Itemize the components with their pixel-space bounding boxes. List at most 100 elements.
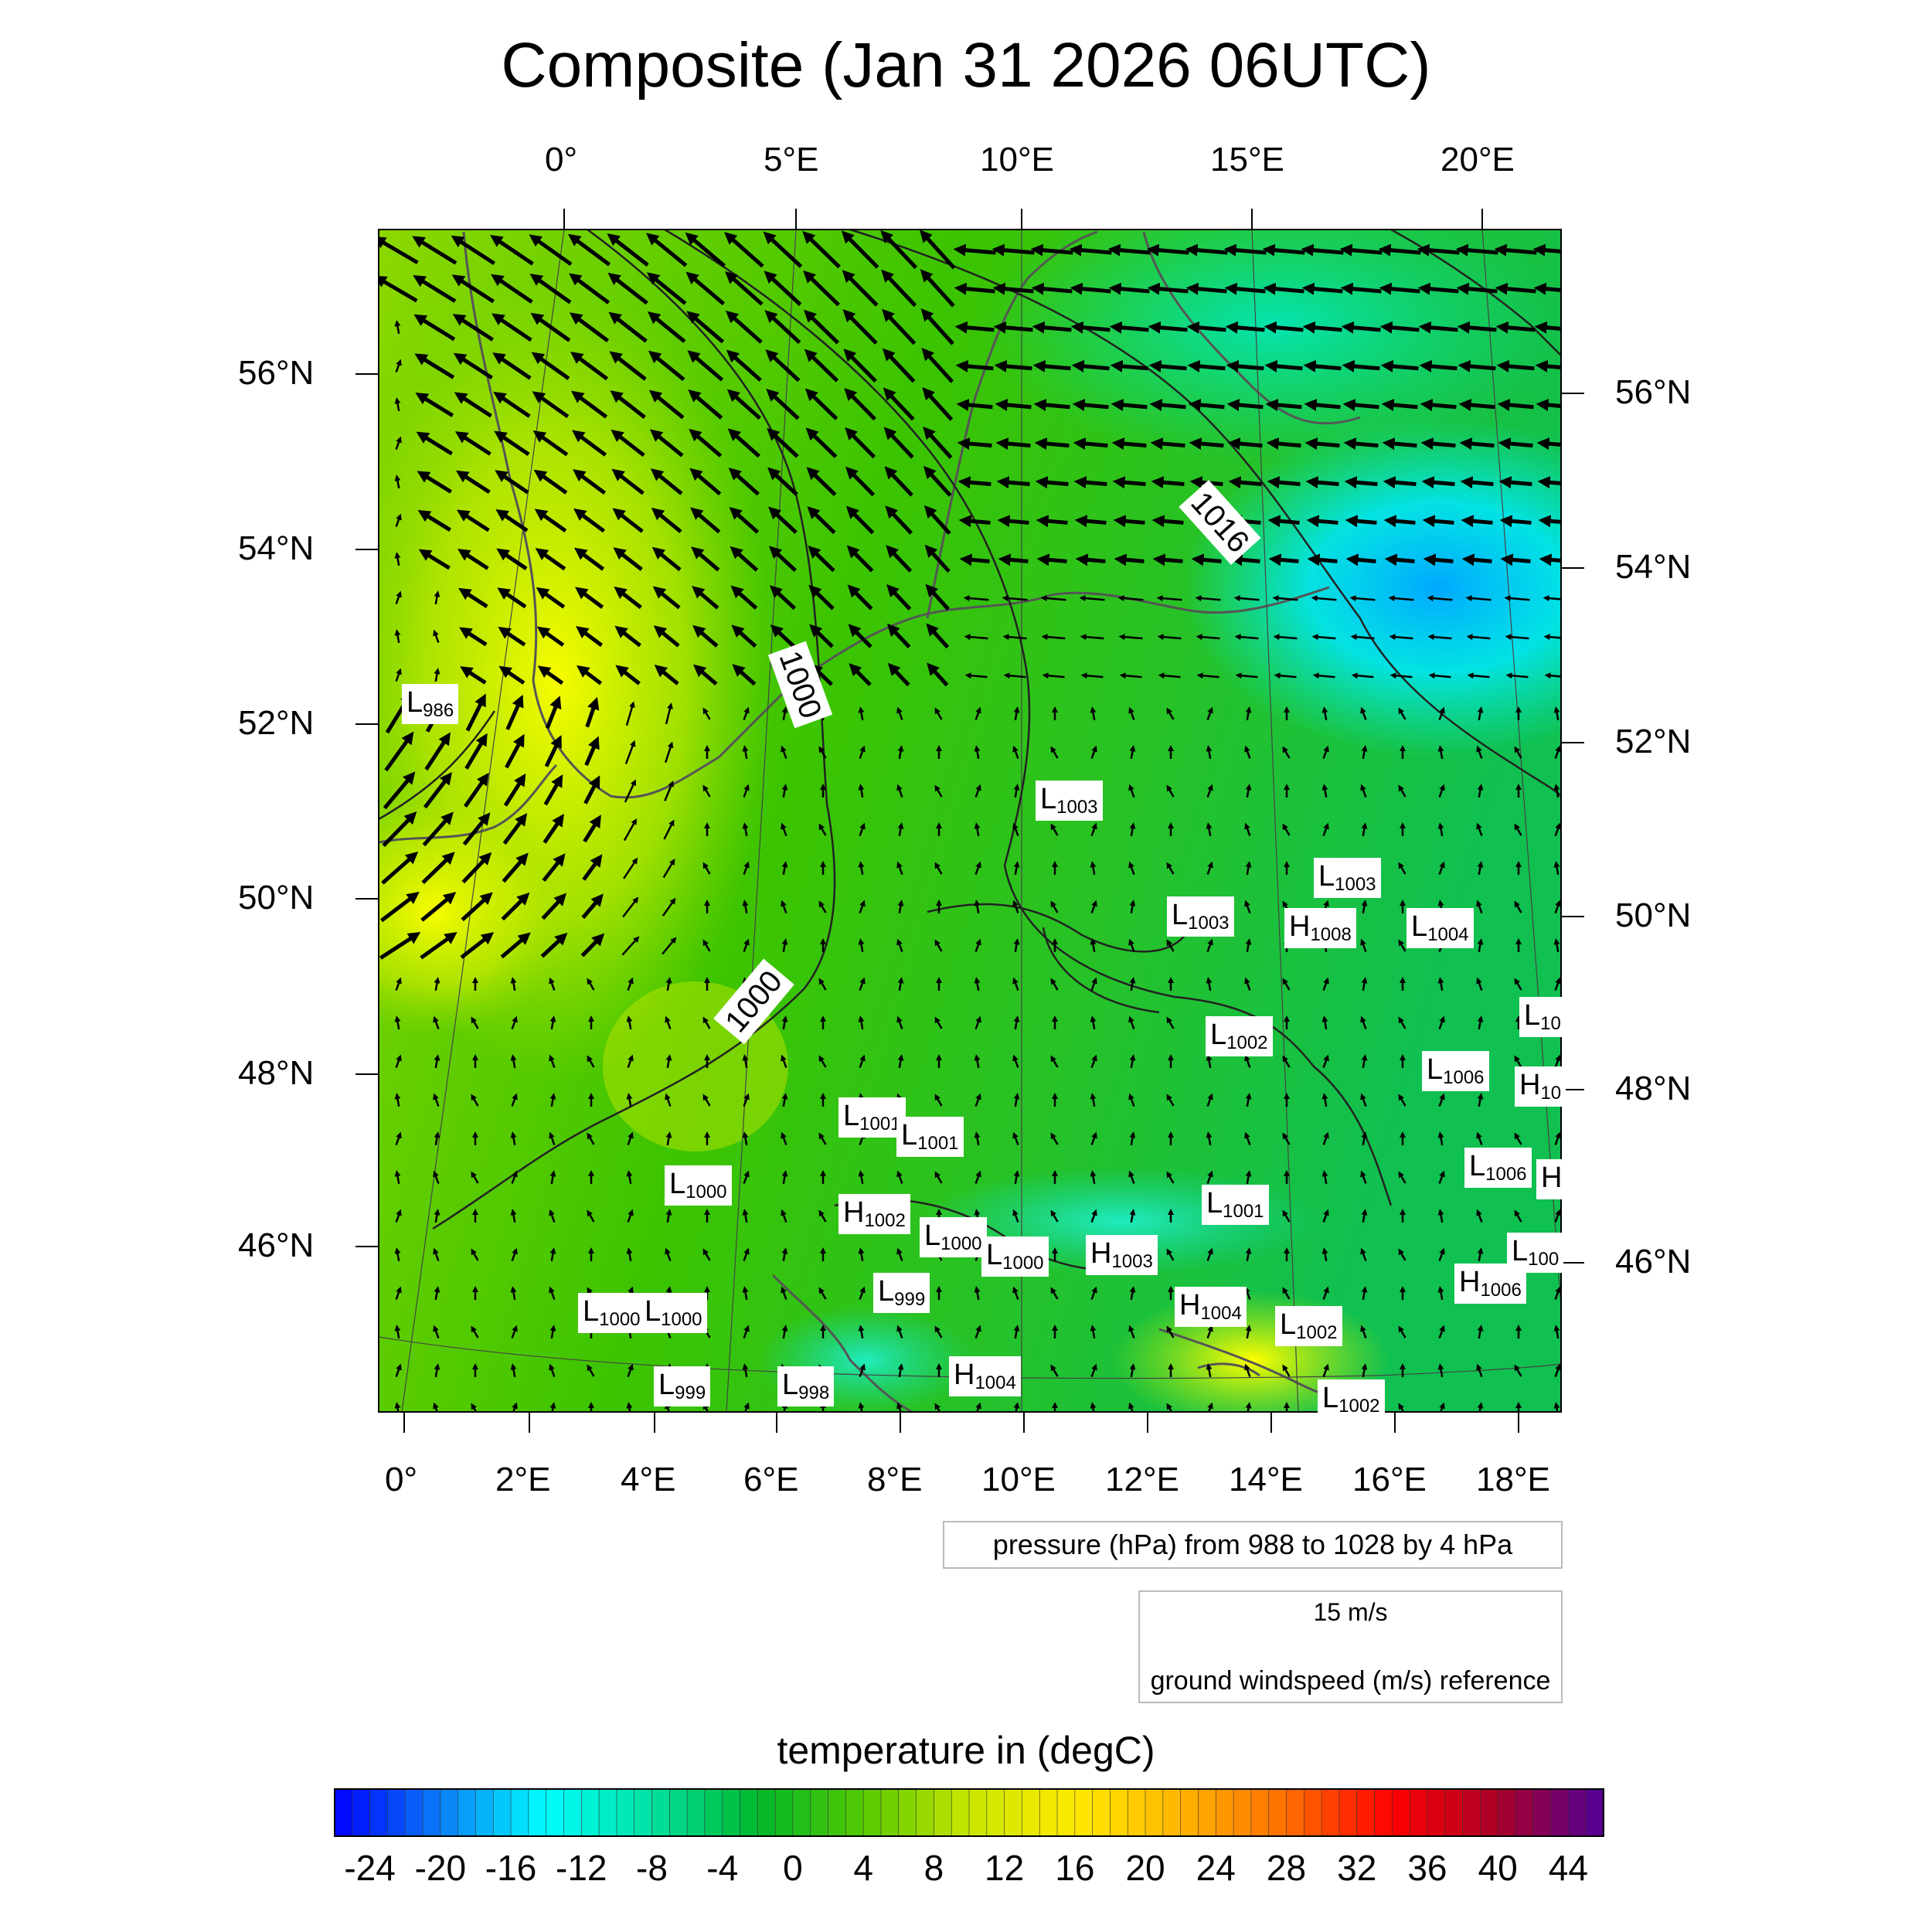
wind-vector — [1166, 1325, 1175, 1338]
wind-vector — [1266, 437, 1301, 451]
colorbar-cell — [1550, 1788, 1570, 1837]
colorbar-cell — [880, 1788, 900, 1837]
wind-vector — [880, 230, 917, 270]
wind-vector — [1514, 1364, 1522, 1377]
wind-vector — [1360, 1247, 1367, 1262]
wind-vector — [572, 430, 607, 457]
wind-vector — [529, 234, 573, 267]
wind-vector — [543, 814, 564, 844]
wind-vector — [1388, 595, 1414, 602]
wind-vector — [498, 627, 526, 647]
colorbar-cell — [440, 1788, 459, 1837]
left-lat-label: 56°N — [238, 354, 315, 392]
map-title: Composite (Jan 31 2026 06UTC) — [501, 30, 1431, 100]
wind-vector — [494, 430, 530, 457]
wind-vector — [1438, 1325, 1445, 1339]
wind-vector — [1206, 1054, 1213, 1069]
wind-vector — [858, 1247, 865, 1262]
wind-vector — [1389, 634, 1413, 641]
wind-vector — [648, 389, 685, 420]
wind-vector — [611, 468, 645, 495]
wind-vector — [1263, 282, 1304, 295]
colorbar-cell — [1162, 1788, 1182, 1837]
colorbar-cell — [1532, 1788, 1552, 1837]
wind-vector — [954, 321, 995, 334]
colorbar-cell — [510, 1788, 529, 1837]
wind-vector — [1477, 1247, 1484, 1262]
wind-vector — [743, 706, 750, 721]
wind-vector — [842, 270, 879, 307]
wind-vector — [702, 707, 711, 720]
wind-vector — [743, 861, 750, 876]
wind-vector — [394, 1093, 401, 1107]
wind-vector — [1535, 359, 1561, 372]
wind-vector — [859, 1286, 866, 1301]
colorbar-tick-label: 32 — [1337, 1848, 1377, 1888]
wind-vector — [1554, 1363, 1561, 1378]
wind-vector — [665, 977, 672, 992]
wind-vector — [726, 349, 762, 382]
wind-vector — [742, 1131, 749, 1146]
wind-vector — [1499, 515, 1532, 528]
wind-vector — [781, 1402, 788, 1412]
right-lat-label: 54°N — [1615, 548, 1692, 586]
wind-vector — [1514, 746, 1522, 759]
wind-vector — [1553, 1325, 1560, 1339]
wind-vector — [433, 1093, 440, 1107]
wind-vector — [1128, 784, 1135, 798]
wind-vector — [975, 784, 981, 798]
wind-vector — [498, 665, 526, 685]
wind-vector — [615, 665, 641, 685]
wind-vector — [1267, 515, 1300, 528]
wind-vector — [1148, 359, 1187, 372]
wind-vector — [492, 313, 532, 342]
wind-vector — [1080, 634, 1104, 641]
wind-vector — [1360, 706, 1367, 721]
wind-vector — [1554, 1209, 1561, 1223]
left-lat-label: 52°N — [238, 704, 315, 742]
wind-vector — [781, 706, 788, 721]
wind-vector — [975, 1325, 981, 1339]
wind-vector — [496, 548, 528, 570]
pressure-info-box: pressure (hPa) from 988 to 1028 by 4 hPa — [943, 1521, 1563, 1569]
wind-vector — [549, 1325, 556, 1339]
wind-vector — [379, 932, 421, 960]
colorbar-tick-label: -24 — [344, 1848, 396, 1888]
wind-vector — [1149, 399, 1186, 411]
wind-vector — [1129, 1131, 1136, 1146]
colorbar-cell — [845, 1788, 865, 1837]
wind-vector — [767, 467, 798, 496]
wind-vector — [663, 819, 675, 840]
colorbar-tick-label: 12 — [985, 1848, 1025, 1888]
pressure-info-text: pressure (hPa) from 988 to 1028 by 4 hPa — [992, 1529, 1513, 1560]
wind-vector — [1438, 706, 1445, 721]
wind-vector — [395, 1209, 402, 1223]
wind-vector — [1090, 706, 1097, 721]
colorbar-cell — [634, 1788, 653, 1837]
wind-vector — [1349, 595, 1376, 602]
wind-vector — [510, 1363, 517, 1378]
colorbar-cell — [563, 1788, 583, 1837]
wind-vector — [1417, 243, 1460, 257]
wind-vector — [1505, 672, 1529, 679]
wind-vector — [1013, 784, 1020, 798]
wind-vector — [395, 436, 402, 451]
wind-vector — [702, 939, 711, 952]
wind-vector — [1514, 1209, 1522, 1223]
wind-vector — [1498, 437, 1533, 451]
wind-vector — [1301, 282, 1343, 295]
wind-vector — [1322, 977, 1329, 992]
wind-vector — [781, 1015, 788, 1030]
wind-vector — [536, 587, 566, 609]
colorbar-cell — [352, 1788, 371, 1837]
wind-vector — [1245, 1093, 1252, 1107]
wind-vector — [1321, 784, 1328, 798]
colorbar-cell — [986, 1788, 1005, 1837]
colorbar-cell — [1409, 1788, 1428, 1837]
wind-vector — [1477, 938, 1484, 953]
wind-vector — [1041, 634, 1066, 641]
wind-vector — [859, 1054, 866, 1069]
wind-vector — [685, 271, 726, 306]
wind-vector — [1113, 515, 1145, 528]
wind-vector — [1360, 1170, 1367, 1185]
